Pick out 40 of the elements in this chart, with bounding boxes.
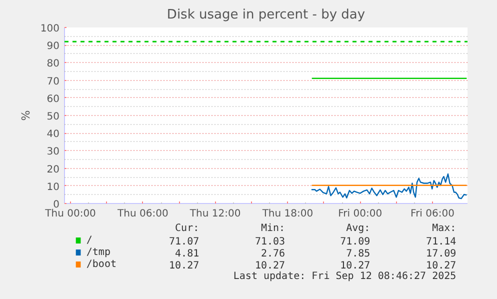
line-series (310, 173, 468, 200)
text: Min: (260, 223, 286, 234)
x-tick-label: Thu 18:00 (261, 208, 314, 220)
legend-label: /boot (86, 259, 117, 270)
legend-label: / (86, 235, 92, 246)
text: Last update: Fri Sep 12 08:46:27 2025 (233, 271, 456, 282)
chart-title: Disk usage in percent - by day (166, 8, 366, 22)
x-tick-label: Fri 06:00 (410, 208, 454, 220)
text: 2.76 (260, 248, 286, 260)
text: 10.27 (254, 260, 286, 272)
legend-label: /tmp (86, 247, 110, 258)
text: 10.27 (340, 260, 370, 272)
text: 4.81 (175, 248, 200, 260)
text: 71.07 (169, 236, 200, 248)
text: 71.14 (426, 236, 456, 248)
text: 7.85 (346, 248, 370, 260)
y-tick-label: 100 (40, 24, 60, 34)
y-tick-label: 40 (46, 129, 60, 140)
y-tick-label: 60 (46, 94, 60, 105)
y-tick-label: 10 (46, 182, 60, 193)
y-tick-label: 50 (46, 112, 60, 122)
x-tick-label: Thu 06:00 (116, 208, 168, 220)
y-axis-title: % (19, 110, 32, 121)
text: 17.09 (426, 248, 456, 260)
text: 10.27 (169, 260, 200, 272)
x-tick-label: Thu 12:00 (188, 208, 241, 220)
y-tick-label: 0 (53, 200, 60, 210)
text: 71.03 (254, 236, 286, 248)
text: 71.09 (340, 236, 370, 248)
y-tick-label: 90 (46, 41, 60, 52)
y-tick-label: 30 (46, 146, 60, 158)
y-tick-label: 80 (46, 58, 60, 70)
text: 10.27 (426, 260, 456, 272)
x-tick-label: Fri 00:00 (338, 208, 382, 220)
y-tick-label: 70 (46, 76, 60, 88)
x-tick-label: Thu 00:00 (44, 208, 96, 220)
y-tick-label: 20 (46, 164, 60, 176)
text: Cur: (175, 223, 200, 234)
text: Max: (432, 223, 456, 234)
text: Avg: (346, 223, 370, 234)
